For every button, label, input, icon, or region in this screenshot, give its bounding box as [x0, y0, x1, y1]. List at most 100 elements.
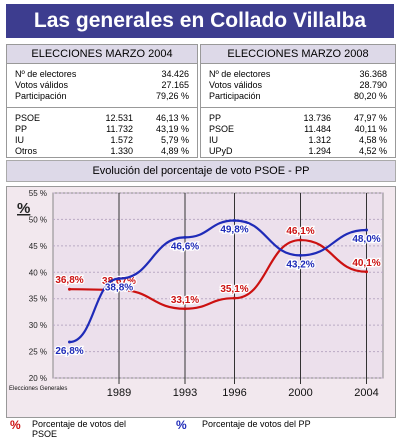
party-percent: 47,97 %: [353, 113, 387, 123]
series-line-pp: [69, 219, 367, 344]
party-percent: 46,13 %: [155, 113, 189, 123]
stat-row: Votos válidos 28.790: [205, 80, 391, 91]
party-name: PSOE: [209, 124, 235, 134]
party-name: Otros: [15, 146, 38, 156]
stat-value: 80,20 %: [353, 91, 387, 101]
y-tick-label: 25 %: [29, 348, 47, 357]
party-row: PP 11.732 43,19 %: [11, 124, 193, 135]
party-percent: 43,19 %: [155, 124, 189, 134]
x-tick-label: 1989: [107, 387, 131, 399]
y-tick-label: 35 %: [29, 295, 47, 304]
stat-row: Votos válidos 27.165: [11, 80, 193, 91]
party-row: IU 1.572 5,79 %: [11, 135, 193, 146]
stat-value: 27.165: [161, 80, 189, 90]
party-votes: 1.572: [110, 135, 133, 145]
party-votes: 11.732: [106, 124, 133, 134]
party-percent: 4,58 %: [358, 135, 387, 145]
party-name: PP: [209, 113, 222, 123]
party-percent: 40,11 %: [354, 124, 387, 134]
y-tick-label: 40 %: [29, 268, 47, 277]
line-chart: 20 % 25 % 30 % 35 % 40 % 45 % 50 % 55 %% 1989 199…: [9, 189, 384, 399]
data-point: [365, 228, 368, 232]
chart-title: Evolución del porcentaje de voto PSOE - …: [6, 160, 396, 182]
data-point: [117, 288, 121, 292]
party-row: PSOE 11.484 40,11 %: [205, 124, 391, 135]
psoe-legend-label: Porcentaje de votos del PSOE: [32, 419, 127, 439]
party-name: PSOE: [15, 113, 41, 123]
panel-elections-2004: ELECCIONES MARZO 2004 Nº de electores 34.…: [6, 44, 198, 158]
party-votes: 1.330: [110, 146, 133, 156]
data-label: 48,0%: [352, 234, 380, 245]
stat-row: Participación 80,20 %: [205, 91, 391, 102]
party-row: PSOE 12.531 46,13 %: [11, 113, 193, 124]
party-votes: 13.736: [303, 113, 331, 123]
party-name: IU: [209, 135, 218, 145]
stats-table: Nº de electores 34.426 Votos válidos 27.165…: [11, 69, 193, 102]
y-axis-label: %: [17, 200, 30, 217]
stat-row: Participación 79,26 %: [11, 91, 193, 102]
stat-label: Nº de electores: [15, 69, 77, 79]
data-point: [365, 270, 368, 274]
stat-label: Nº de electores: [209, 69, 271, 79]
party-percent: 4,52 %: [358, 146, 387, 156]
party-percent: 4,89 %: [160, 146, 189, 156]
party-name: UPyD: [209, 146, 233, 156]
data-label: 26,8%: [55, 346, 83, 357]
party-percent: 5,79 %: [160, 135, 189, 145]
y-tick-label: 20 %: [29, 374, 47, 383]
x-tick-label: 1993: [173, 387, 197, 399]
stat-label: Votos válidos: [15, 80, 69, 90]
y-tick-label: 55 %: [29, 189, 47, 198]
data-point: [117, 277, 121, 281]
pp-legend-label: Porcentaje de votos del PP: [202, 419, 311, 429]
party-votes: 1.312: [308, 135, 331, 145]
stat-value: 28.790: [359, 80, 387, 90]
stat-value: 34.426: [161, 69, 189, 79]
stat-row: Nº de electores 36.368: [205, 69, 391, 80]
data-label: 40,1%: [352, 258, 380, 269]
party-votes: 12.531: [105, 113, 133, 123]
stat-label: Participación: [15, 91, 67, 101]
data-label: 38,8%: [105, 283, 133, 294]
party-row: Otros 1.330 4,89 %: [11, 146, 193, 157]
divider: [201, 107, 395, 108]
data-point: [68, 287, 71, 291]
panel-header: ELECCIONES MARZO 2004: [7, 45, 197, 64]
data-label: 33,1%: [171, 295, 199, 306]
data-point: [233, 218, 236, 222]
pp-legend-icon: %: [176, 418, 187, 432]
data-point: [299, 238, 302, 242]
party-name: PP: [15, 124, 28, 134]
y-tick-label: 30 %: [29, 321, 47, 330]
page-title: Las generales en Collado Villalba: [6, 4, 394, 38]
party-row: UPyD 1.294 4,52 %: [205, 146, 391, 157]
y-tick-label: 45 %: [29, 242, 47, 251]
x-tick-label: 2000: [288, 387, 312, 399]
party-votes: 11.484: [304, 124, 331, 134]
divider: [7, 107, 197, 108]
party-votes: 1.294: [308, 146, 331, 156]
stat-label: Votos válidos: [209, 80, 263, 90]
stat-label: Participación: [209, 91, 261, 101]
stat-value: 36.368: [359, 69, 387, 79]
data-point: [68, 340, 71, 344]
parties-table: PP 13.736 47,97 % PSOE 11.484 40,11 % IU 1.312 4…: [205, 113, 391, 157]
panel-header: ELECCIONES MARZO 2008: [201, 45, 395, 64]
party-row: PP 13.736 47,97 %: [205, 113, 391, 124]
data-point: [183, 307, 187, 311]
chart-frame: 20 % 25 % 30 % 35 % 40 % 45 % 50 % 55 %% 1989 199…: [6, 186, 396, 418]
party-name: IU: [15, 135, 24, 145]
panel-elections-2008: ELECCIONES MARZO 2008 Nº de electores 36.…: [200, 44, 396, 158]
parties-table: PSOE 12.531 46,13 % PP 11.732 43,19 % IU 1.572 5…: [11, 113, 193, 157]
y-tick-label: 50 %: [29, 215, 47, 224]
x-tick-label: 1996: [222, 387, 246, 399]
data-point: [233, 296, 236, 300]
stat-value: 79,26 %: [155, 91, 189, 101]
data-label: 35,1%: [220, 284, 248, 295]
data-point: [299, 253, 302, 257]
data-label: 43,2%: [286, 259, 314, 270]
data-label: 46,1%: [286, 226, 314, 237]
stat-row: Nº de electores 34.426: [11, 69, 193, 80]
data-point: [183, 235, 187, 239]
data-label: 46,6%: [171, 241, 199, 252]
